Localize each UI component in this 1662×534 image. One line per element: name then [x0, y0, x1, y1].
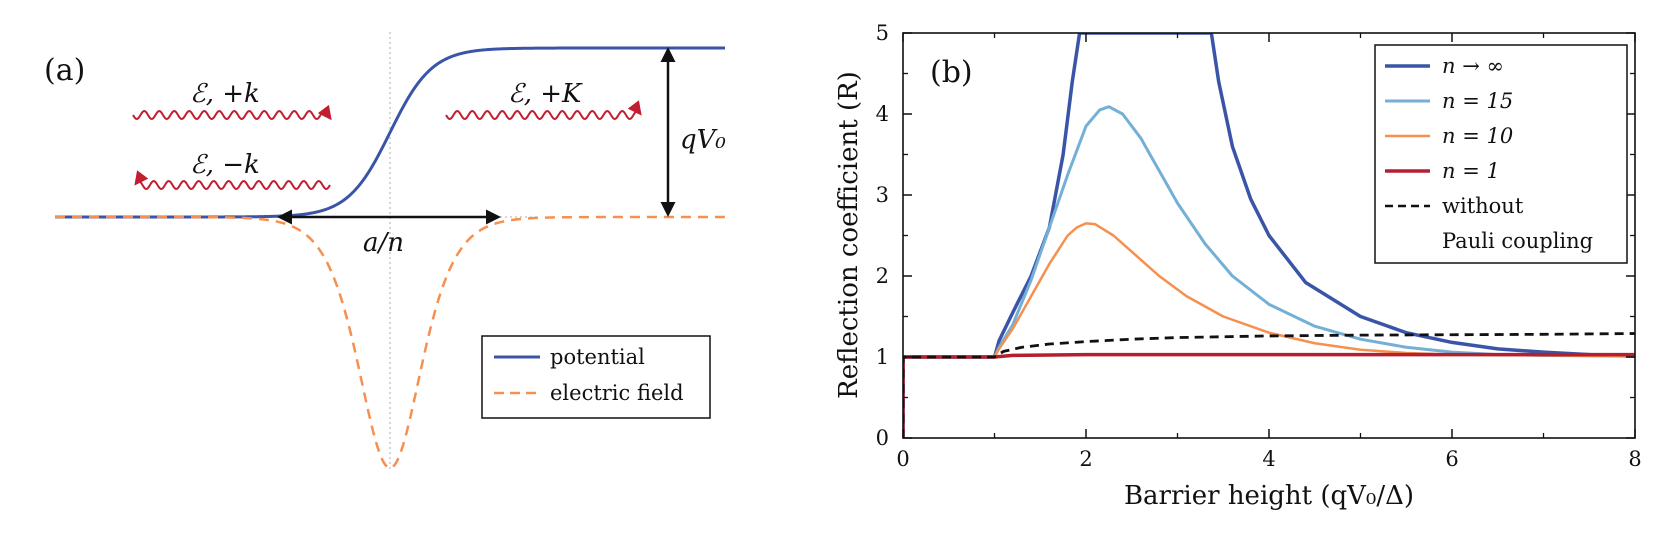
legend-a: potential electric field: [481, 335, 711, 419]
x-axis-label: Barrier height (qV₀/Δ): [1124, 481, 1414, 511]
panel-b-label: (b): [930, 55, 973, 90]
electric-field-curve: [55, 215, 725, 470]
width-label: a/n: [363, 228, 404, 258]
y-tick-label: 4: [876, 102, 889, 126]
axes-ticks: 0 2 4 6 8 0 1 2 3 4 5: [876, 21, 1642, 471]
legend-a-potential: potential: [550, 345, 645, 369]
wave-transmitted-label: ℰ, +K: [508, 79, 583, 109]
x-tick-label: 4: [1262, 447, 1275, 471]
transmitted-wave-arrow: [445, 100, 642, 121]
legend-b-box: [1374, 44, 1628, 264]
wave-reflected-label: ℰ, −k: [190, 150, 260, 180]
legend-b: n → ∞ n = 15 n = 10 n = 1 without Pauli …: [1374, 44, 1628, 264]
legend-b-entry-3: n = 1: [1442, 159, 1500, 183]
series-4-line: [903, 332, 1635, 438]
legend-b-entry-4b: Pauli coupling: [1442, 229, 1593, 253]
reflected-wave-arrow: [134, 170, 331, 191]
wave-incident-label: ℰ, +k: [190, 79, 260, 109]
legend-b-entry-1: n = 15: [1442, 89, 1513, 113]
panel-a: (a) ℰ, +k ℰ, −k ℰ, +K a/n qV₀ potential …: [44, 32, 726, 470]
y-tick-label: 2: [876, 264, 889, 288]
panel-b: 0 2 4 6 8 0 1 2 3 4 5 (b) Barrier height (qV₀/Δ) R…: [834, 21, 1642, 511]
legend-b-entry-0: n → ∞: [1442, 54, 1504, 78]
x-tick-label: 6: [1445, 447, 1458, 471]
height-label: qV₀: [680, 125, 726, 155]
panel-a-label: (a): [44, 53, 85, 88]
y-tick-label: 3: [876, 183, 889, 207]
x-tick-label: 2: [1079, 447, 1092, 471]
y-tick-label: 0: [876, 426, 889, 450]
y-tick-label: 1: [876, 345, 889, 369]
series-group: [903, 33, 1635, 438]
y-axis-label: Reflection coefficient (R): [834, 71, 864, 399]
legend-b-entry-4a: without: [1442, 194, 1524, 218]
y-tick-label: 5: [876, 21, 889, 45]
legend-b-entry-2: n = 10: [1442, 124, 1513, 148]
series-3-line: [903, 352, 1635, 438]
legend-a-efield: electric field: [550, 381, 684, 405]
incident-wave-arrow: [132, 104, 332, 121]
legend-a-box: [481, 335, 711, 419]
series-0-line: [903, 33, 1635, 438]
x-tick-label: 8: [1628, 447, 1641, 471]
x-tick-label: 0: [896, 447, 909, 471]
series-2-line: [903, 222, 1635, 438]
